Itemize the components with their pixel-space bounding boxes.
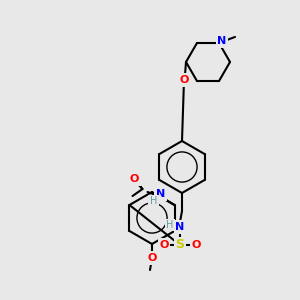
Text: O: O (130, 174, 139, 184)
Text: N: N (156, 189, 165, 199)
Text: O: O (179, 75, 189, 85)
Text: H: H (166, 220, 174, 230)
Text: O: O (147, 253, 157, 263)
Text: N: N (218, 36, 226, 46)
Text: O: O (159, 240, 169, 250)
Text: S: S (176, 238, 184, 251)
Text: O: O (191, 240, 201, 250)
Text: H: H (150, 196, 157, 206)
Text: N: N (176, 222, 184, 232)
